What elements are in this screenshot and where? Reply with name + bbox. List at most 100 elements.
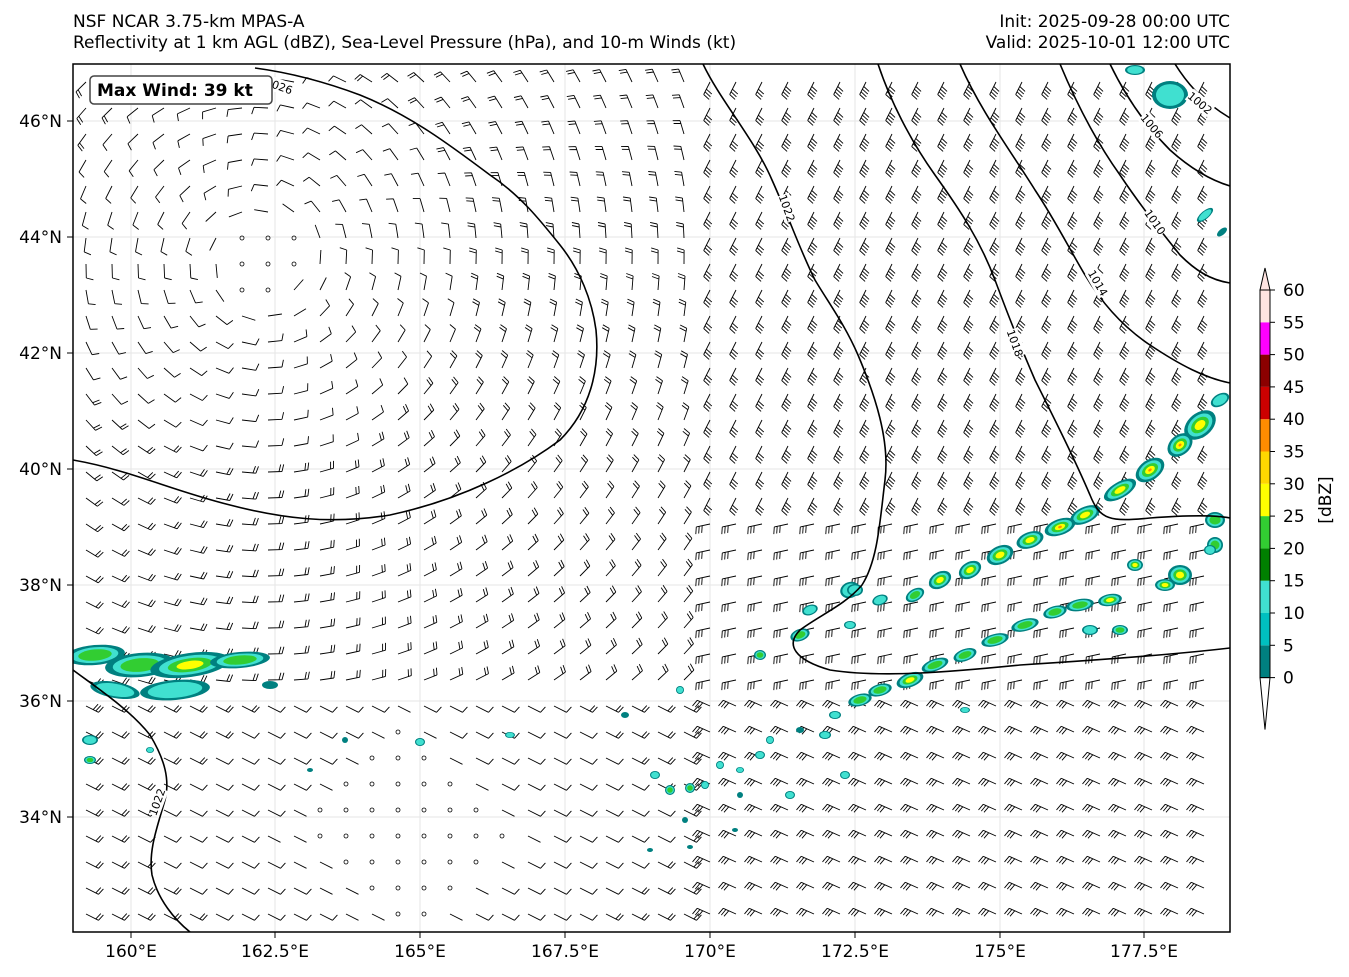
wind-barb	[250, 184, 269, 192]
echo-cell	[737, 792, 743, 798]
wind-barb	[397, 350, 407, 369]
plot-frame	[72, 63, 1231, 933]
wind-barb	[671, 94, 685, 109]
wind-barb	[963, 341, 974, 360]
wind-barb	[553, 402, 562, 421]
echo-cell	[120, 658, 160, 672]
wind-barb	[929, 601, 945, 613]
wind-barb	[293, 488, 310, 499]
wind-barb	[672, 120, 685, 135]
echo-cell	[803, 605, 817, 615]
wind-barb	[577, 350, 585, 369]
wind-barb	[475, 587, 489, 603]
wind-barb	[157, 211, 165, 230]
wind-barb	[137, 625, 156, 633]
wind-barb	[85, 263, 94, 281]
wind-barb	[189, 367, 208, 376]
wind-barb	[475, 376, 484, 395]
wind-barb	[163, 341, 180, 354]
wind-barb	[1067, 237, 1078, 256]
echo-cell	[716, 761, 724, 769]
wind-barb	[1119, 263, 1130, 282]
wind-barb	[683, 705, 702, 713]
wind-barb	[1007, 601, 1023, 613]
wind-barb	[963, 393, 974, 412]
wind-barb	[1015, 107, 1026, 126]
wind-barb	[747, 523, 763, 535]
wind-barb	[267, 705, 286, 713]
colorbar-tick-label: 55	[1283, 313, 1305, 333]
wind-barb	[833, 419, 844, 438]
wind-barb	[579, 402, 587, 421]
wind-barb	[833, 497, 844, 516]
wind-barb	[319, 757, 338, 765]
wind-barb	[178, 159, 191, 176]
wind-barb	[703, 497, 713, 516]
wind-barb	[781, 133, 792, 152]
wind-barb	[656, 428, 665, 447]
wind-barb	[381, 98, 399, 109]
wind-barb	[579, 887, 598, 895]
wind-barb	[345, 705, 364, 713]
wind-barb	[189, 444, 208, 452]
wind-barb	[851, 523, 867, 535]
calm-wind-marker	[499, 833, 505, 839]
wind-barb	[361, 223, 373, 239]
wind-barb	[163, 547, 182, 555]
wind-barb	[449, 376, 459, 395]
wind-barb	[911, 81, 922, 100]
wind-barb	[601, 298, 609, 317]
calm-wind-marker	[265, 261, 271, 267]
wind-barb	[1171, 185, 1182, 204]
wind-barb	[1056, 803, 1075, 813]
wind-barb	[747, 601, 763, 613]
wind-barb	[226, 133, 243, 144]
wind-barb	[1056, 777, 1075, 787]
wind-barb	[215, 731, 234, 739]
wind-barb	[755, 237, 765, 256]
isobar-label-bg	[1003, 327, 1027, 359]
wind-barb	[807, 133, 818, 152]
wind-barb	[527, 783, 546, 791]
wind-barb	[345, 591, 361, 603]
wind-barb	[885, 107, 896, 126]
wind-barb	[1059, 627, 1075, 639]
wind-barb	[1030, 881, 1049, 891]
wind-barb	[657, 809, 676, 817]
echo-cell	[1212, 394, 1228, 406]
wind-barb	[107, 211, 114, 230]
wind-barb	[744, 829, 763, 839]
echo-cell	[1127, 66, 1143, 74]
wind-barb	[85, 289, 96, 306]
wind-barb	[409, 147, 425, 161]
wind-barb	[163, 393, 182, 403]
wind-barb	[718, 777, 737, 787]
wind-barb	[410, 172, 425, 187]
wind-barb	[189, 705, 208, 713]
wind-barb	[952, 855, 971, 865]
wind-barb	[885, 367, 896, 386]
wind-barb	[851, 601, 867, 613]
wind-barb	[657, 835, 676, 843]
wind-barb	[163, 624, 182, 632]
wind-barb	[527, 586, 540, 603]
wind-barb	[657, 705, 676, 713]
colorbar-tick-label: 5	[1283, 636, 1294, 656]
wind-barb	[137, 757, 156, 765]
wind-barb	[657, 731, 676, 739]
echo-cell	[651, 771, 659, 779]
wind-barb	[126, 107, 139, 124]
wind-barbs	[75, 68, 1208, 921]
wind-barb	[189, 571, 208, 580]
wind-barb	[981, 679, 997, 691]
wind-barb	[703, 133, 713, 152]
wind-barb	[137, 676, 156, 685]
wind-barb	[449, 561, 463, 577]
isobar-label-bg	[775, 192, 799, 224]
wind-barb	[345, 538, 360, 551]
wind-barb	[449, 588, 463, 603]
wind-barb	[1108, 907, 1127, 917]
wind-barb	[319, 381, 334, 395]
wind-barb	[579, 506, 590, 525]
wind-barb	[1171, 471, 1182, 490]
